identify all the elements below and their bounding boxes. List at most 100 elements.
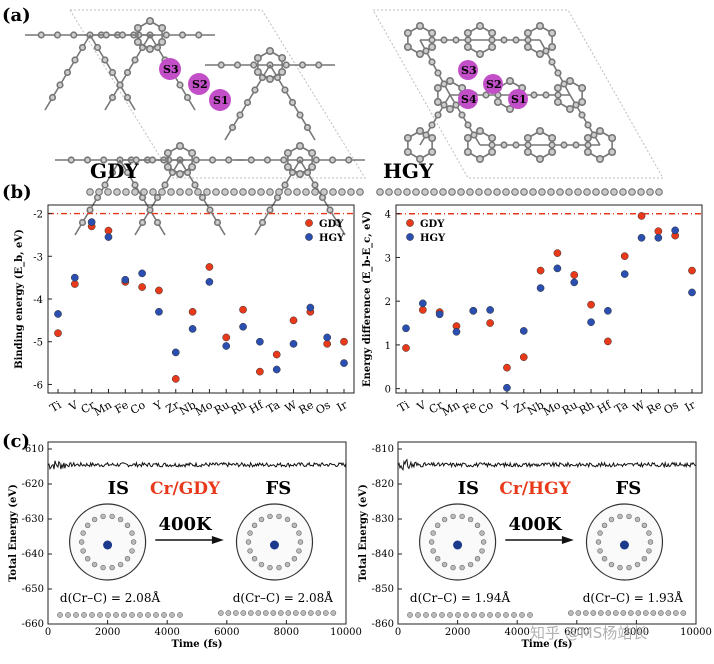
atom: [56, 81, 64, 89]
atom: [253, 68, 262, 77]
side-atom: [225, 610, 232, 616]
snapshot-atom: [258, 516, 265, 523]
side-atom: [240, 610, 247, 616]
side-atom-gdy: [329, 188, 337, 196]
atom: [548, 28, 557, 37]
x-tick-label: 4000: [504, 627, 529, 638]
atom: [440, 80, 448, 88]
side-atom-gdy: [311, 188, 319, 196]
atom: [548, 141, 556, 149]
atom: [403, 134, 412, 143]
atom: [523, 148, 532, 157]
site-label-s3-hgy: S3: [461, 64, 477, 77]
panel-label-a: (a): [2, 5, 31, 26]
side-atom-hgy: [619, 188, 627, 196]
snapshot-atom: [467, 561, 474, 568]
snapshot-atom: [450, 564, 456, 571]
atom: [608, 134, 617, 143]
unit-cell-gdy: [69, 9, 366, 179]
atom: [428, 28, 437, 37]
atom: [583, 134, 592, 143]
snapshot-atom: [646, 548, 652, 554]
side-atom: [642, 610, 649, 616]
x-tick-label: Rh: [577, 398, 597, 417]
point-hgy: [188, 325, 197, 333]
y-axis-label: Total Energy (eV): [8, 484, 19, 582]
point-hgy: [205, 278, 214, 286]
side-atom: [247, 610, 254, 616]
atom: [445, 105, 454, 114]
atom: [283, 149, 292, 158]
gdy-sites: S3 S2 S1: [159, 58, 231, 111]
snapshot-atom: [459, 564, 465, 571]
point-hgy: [620, 270, 629, 278]
side-atom: [503, 612, 509, 618]
point-gdy: [418, 306, 427, 314]
point-hgy: [70, 273, 79, 282]
point-gdy: [654, 227, 663, 236]
snapshot-atom: [601, 522, 608, 528]
y-tick-label: 2: [385, 297, 391, 308]
atom: [278, 53, 287, 62]
side-atom: [97, 612, 103, 618]
atom: [433, 84, 442, 93]
side-atom: [161, 612, 167, 618]
y-tick-label: -3: [33, 252, 43, 263]
atom: [123, 168, 132, 177]
side-atom-hgy: [583, 188, 591, 196]
side-atom-hgy: [457, 188, 465, 196]
atom: [333, 218, 342, 227]
side-atom: [511, 612, 517, 618]
side-atom: [407, 612, 413, 618]
point-hgy: [654, 233, 663, 242]
atom: [132, 156, 140, 164]
side-atom: [315, 610, 322, 616]
atom: [191, 181, 199, 189]
x-tick-label: Cr: [79, 398, 98, 416]
site-label-s3-gdy: S3: [163, 63, 179, 76]
side-atom-hgy: [385, 188, 393, 196]
atom: [488, 134, 497, 143]
atom: [206, 206, 214, 214]
snapshot-atom: [296, 548, 302, 554]
side-atom-hgy: [547, 188, 555, 196]
atom: [86, 206, 94, 214]
plot-frame: [47, 441, 347, 625]
atom: [463, 134, 472, 143]
snapshot-atom: [129, 530, 135, 536]
side-atom-gdy: [257, 188, 265, 196]
snapshot-atom: [647, 539, 654, 545]
side-atom-gdy: [347, 188, 355, 196]
snapshot-atom: [474, 556, 481, 562]
atom: [548, 134, 557, 143]
side-atom-gdy: [266, 188, 274, 196]
site-s1-gdy: [209, 89, 231, 111]
atom: [542, 91, 550, 99]
point-gdy: [222, 333, 231, 342]
point-hgy: [104, 233, 113, 241]
atom: [102, 31, 110, 39]
side-atom: [431, 612, 437, 618]
y-tick-label: -820: [372, 479, 394, 490]
side-atom-hgy: [484, 188, 492, 196]
atom: [118, 31, 127, 39]
panel-label-c: (c): [2, 431, 30, 452]
atom: [78, 218, 87, 227]
atom: [308, 163, 317, 172]
side-atom-gdy: [95, 188, 103, 196]
side-atom-hgy: [565, 188, 573, 196]
atom: [535, 49, 544, 58]
snapshot-atom: [626, 564, 632, 571]
point-hgy: [587, 318, 595, 327]
atom: [278, 68, 287, 77]
side-atom: [620, 610, 627, 616]
snapshot-atom: [601, 556, 608, 562]
side-atom: [657, 610, 664, 616]
side-atom: [447, 612, 453, 618]
side-atom-hgy: [511, 188, 519, 196]
side-atom: [665, 610, 672, 616]
snapshot-atom: [117, 516, 124, 523]
